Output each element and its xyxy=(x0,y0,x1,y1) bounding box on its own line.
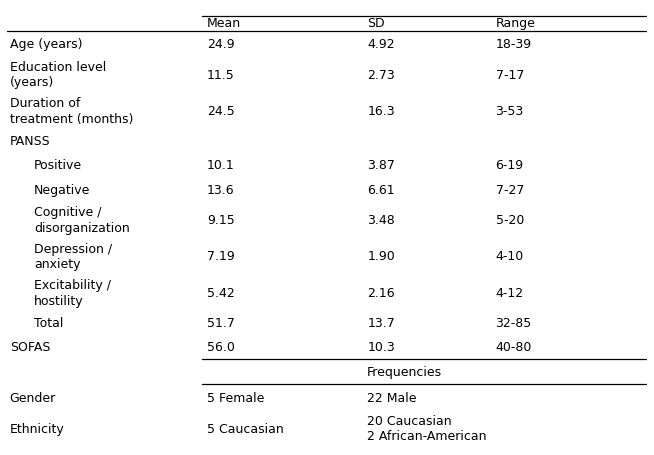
Text: 7-17: 7-17 xyxy=(496,69,524,81)
Text: Range: Range xyxy=(496,17,536,30)
Text: 5.42: 5.42 xyxy=(207,287,235,300)
Text: Mean: Mean xyxy=(207,17,241,30)
Text: 32-85: 32-85 xyxy=(496,317,532,330)
Text: Negative: Negative xyxy=(34,183,90,197)
Text: 13.6: 13.6 xyxy=(207,183,235,197)
Text: Education level
(years): Education level (years) xyxy=(10,61,106,89)
Text: Frequencies: Frequencies xyxy=(366,366,441,379)
Text: 10.3: 10.3 xyxy=(368,341,395,354)
Text: Positive: Positive xyxy=(34,159,82,172)
Text: 6-19: 6-19 xyxy=(496,159,524,172)
Text: 16.3: 16.3 xyxy=(368,105,395,118)
Text: Cognitive /
disorganization: Cognitive / disorganization xyxy=(34,206,130,235)
Text: SOFAS: SOFAS xyxy=(10,341,50,354)
Text: 18-39: 18-39 xyxy=(496,38,532,51)
Text: 24.9: 24.9 xyxy=(207,38,235,51)
Text: Age (years): Age (years) xyxy=(10,38,82,51)
Text: 4.92: 4.92 xyxy=(368,38,395,51)
Text: 20 Caucasian
2 African-American: 20 Caucasian 2 African-American xyxy=(368,415,487,443)
Text: PANSS: PANSS xyxy=(10,136,50,148)
Text: 22 Male: 22 Male xyxy=(368,392,417,405)
Text: 11.5: 11.5 xyxy=(207,69,235,81)
Text: 5-20: 5-20 xyxy=(496,214,524,227)
Text: 10.1: 10.1 xyxy=(207,159,235,172)
Text: 9.15: 9.15 xyxy=(207,214,235,227)
Text: 7.19: 7.19 xyxy=(207,250,235,263)
Text: 2.16: 2.16 xyxy=(368,287,395,300)
Text: 4-12: 4-12 xyxy=(496,287,524,300)
Text: 24.5: 24.5 xyxy=(207,105,235,118)
Text: 6.61: 6.61 xyxy=(368,183,395,197)
Text: 56.0: 56.0 xyxy=(207,341,235,354)
Text: Duration of
treatment (months): Duration of treatment (months) xyxy=(10,97,133,126)
Text: Excitability /
hostility: Excitability / hostility xyxy=(34,279,111,308)
Text: Total: Total xyxy=(34,317,63,330)
Text: 5 Caucasian: 5 Caucasian xyxy=(207,423,284,435)
Text: 3-53: 3-53 xyxy=(496,105,524,118)
Text: SD: SD xyxy=(368,17,385,30)
Text: 7-27: 7-27 xyxy=(496,183,524,197)
Text: 40-80: 40-80 xyxy=(496,341,532,354)
Text: 4-10: 4-10 xyxy=(496,250,524,263)
Text: 2.73: 2.73 xyxy=(368,69,395,81)
Text: Depression /
anxiety: Depression / anxiety xyxy=(34,243,112,271)
Text: 3.48: 3.48 xyxy=(368,214,395,227)
Text: Gender: Gender xyxy=(10,392,56,405)
Text: 13.7: 13.7 xyxy=(368,317,395,330)
Text: 3.87: 3.87 xyxy=(368,159,395,172)
Text: Ethnicity: Ethnicity xyxy=(10,423,65,435)
Text: 5 Female: 5 Female xyxy=(207,392,264,405)
Text: 1.90: 1.90 xyxy=(368,250,395,263)
Text: 51.7: 51.7 xyxy=(207,317,235,330)
